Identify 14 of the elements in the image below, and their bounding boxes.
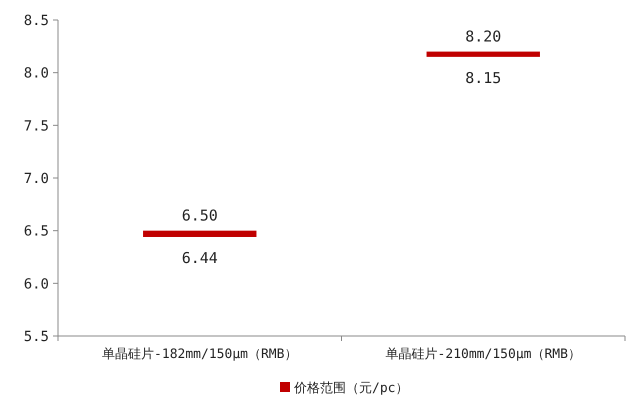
- annotation: 8.20: [465, 28, 502, 46]
- annotation: 6.44: [182, 248, 218, 267]
- y-tick-label: 8.5: [24, 13, 49, 29]
- y-tick-label: 7.0: [24, 171, 49, 187]
- y-tick-label: 7.5: [24, 118, 49, 134]
- y-tick-label: 6.5: [24, 224, 49, 240]
- y-tick-label: 8.0: [24, 66, 49, 82]
- annotation: 6.50: [182, 206, 218, 225]
- x-tick-label: 单晶硅片-182mm/150μm（RMB）: [102, 347, 298, 362]
- legend-label: 价格范围（元/pc）: [293, 381, 408, 396]
- x-tick-label: 单晶硅片-210mm/150μm（RMB）: [386, 347, 581, 362]
- y-tick-label: 6.0: [24, 276, 49, 292]
- annotation: 8.15: [465, 68, 502, 87]
- y-tick-label: 5.5: [24, 329, 49, 345]
